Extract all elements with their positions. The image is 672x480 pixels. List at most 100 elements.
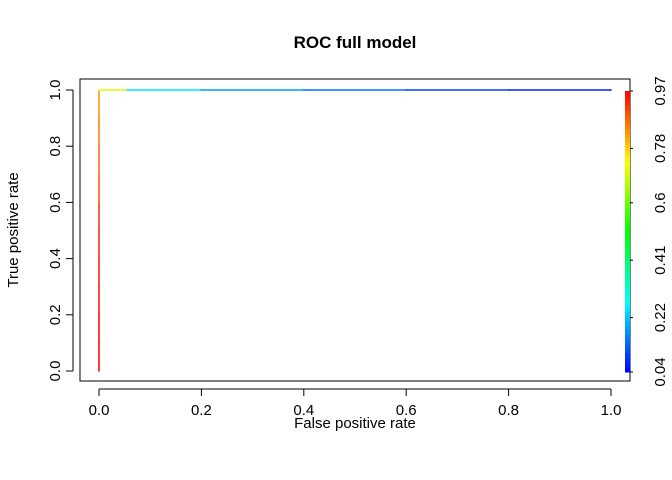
chart-title: ROC full model [294,33,417,52]
colorbar-segment [625,259,630,265]
colorbar-segment [625,297,630,303]
roc-point [98,117,100,119]
x-tick-label: 1.0 [601,402,622,419]
colorbar-segment [625,301,630,307]
y-tick-label: 0.0 [47,361,64,382]
y-tick-label: 0.8 [47,136,64,157]
colorbar-segment [625,123,630,129]
colorbar-segment [625,95,630,101]
roc-point [98,89,100,91]
colorbar-segment [625,250,630,256]
colorbar-tick-label: 0.97 [652,76,669,105]
colorbar-segment [625,226,630,232]
colorbar-segment [625,311,630,317]
colorbar-tick-label: 0.6 [652,192,669,213]
colorbar-tick-label: 0.22 [652,303,669,332]
colorbar-segment [625,217,630,223]
x-tick-label: 0.8 [498,402,519,419]
colorbar-tick-label: 0.04 [652,357,669,386]
colorbar-segment [625,165,630,172]
plot-frame [79,78,631,382]
colorbar-segment [625,367,630,373]
colorbar-segment [625,133,630,139]
roc-point [98,342,100,344]
colorbar-segment [625,240,630,247]
y-tick-label: 1.0 [47,80,64,101]
roc-point [126,89,128,91]
colorbar-segment [625,156,630,162]
y-axis-label: True positive rate [5,172,22,287]
x-tick-label: 0.0 [89,402,110,419]
roc-point [98,257,100,260]
x-tick-label: 0.6 [396,402,417,419]
x-tick-label: 0.4 [293,402,314,419]
roc-point [507,89,510,91]
roc-point [98,229,100,232]
colorbar-segment [625,151,630,158]
colorbar-segment [625,208,630,214]
colorbar-segment [625,194,630,200]
roc-point [98,370,100,372]
y-tick-label: 0.2 [47,304,64,325]
colorbar-segment [625,91,630,97]
colorbar-tick-label: 0.78 [652,134,669,163]
colorbar-segment [625,175,630,181]
colorbar-segment [625,339,630,345]
roc-point [98,201,100,204]
roc-curve [98,89,612,372]
x-axis-label: False positive rate [294,415,416,432]
y-axis: 0.0 0.2 0.4 0.6 0.8 1.0 [47,80,74,382]
colorbar-segment [625,179,630,186]
colorbar-segment [625,292,630,298]
colorbar-segment [625,100,630,106]
colorbar-segment [625,170,630,176]
colorbar-segment [625,362,630,368]
roc-point [98,145,100,147]
roc-point [303,89,305,91]
x-tick-label: 0.2 [191,402,212,419]
colorbar-segment [625,334,630,340]
colorbar-segment [625,142,630,148]
roc-point [98,173,100,176]
colorbar-segment [625,137,630,144]
roc-point [610,89,612,91]
colorbar-segment [625,236,630,242]
colorbar: 0.04 0.22 0.41 0.6 0.78 0.97 [625,76,669,387]
colorbar-segment [625,114,630,120]
colorbar-segment [625,189,630,195]
colorbar-tick-label: 0.41 [652,246,669,275]
y-tick-label: 0.6 [47,192,64,213]
colorbar-segment [625,264,630,270]
colorbar-segment [625,198,630,204]
colorbar-segment [625,105,630,111]
colorbar-segment [625,212,630,218]
colorbar-segment [625,278,630,284]
colorbar-segment [625,161,630,167]
y-tick-label: 0.4 [47,248,64,269]
colorbar-segment [625,315,630,321]
x-axis: 0.0 0.2 0.4 0.6 0.8 1.0 [89,388,622,419]
colorbar-segment [625,283,630,289]
colorbar-segment [625,353,630,359]
colorbar-segment [625,119,630,125]
colorbar-segment [625,325,630,331]
colorbar-segment [625,343,630,350]
colorbar-segment [625,222,630,228]
colorbar-segment [625,128,630,134]
colorbar-segment [625,245,630,251]
colorbar-segment [625,273,630,279]
colorbar-segment [625,320,630,326]
colorbar-segment [625,147,630,153]
colorbar-segment [625,306,630,312]
colorbar-segment [625,287,630,293]
colorbar-segment [625,254,630,261]
colorbar-segment [625,203,630,209]
colorbar-segment [625,348,630,354]
colorbar-segment [625,268,630,275]
colorbar-segment [625,357,630,364]
colorbar-segment [625,231,630,237]
colorbar-segment [625,329,630,336]
colorbar-segment [625,184,630,190]
